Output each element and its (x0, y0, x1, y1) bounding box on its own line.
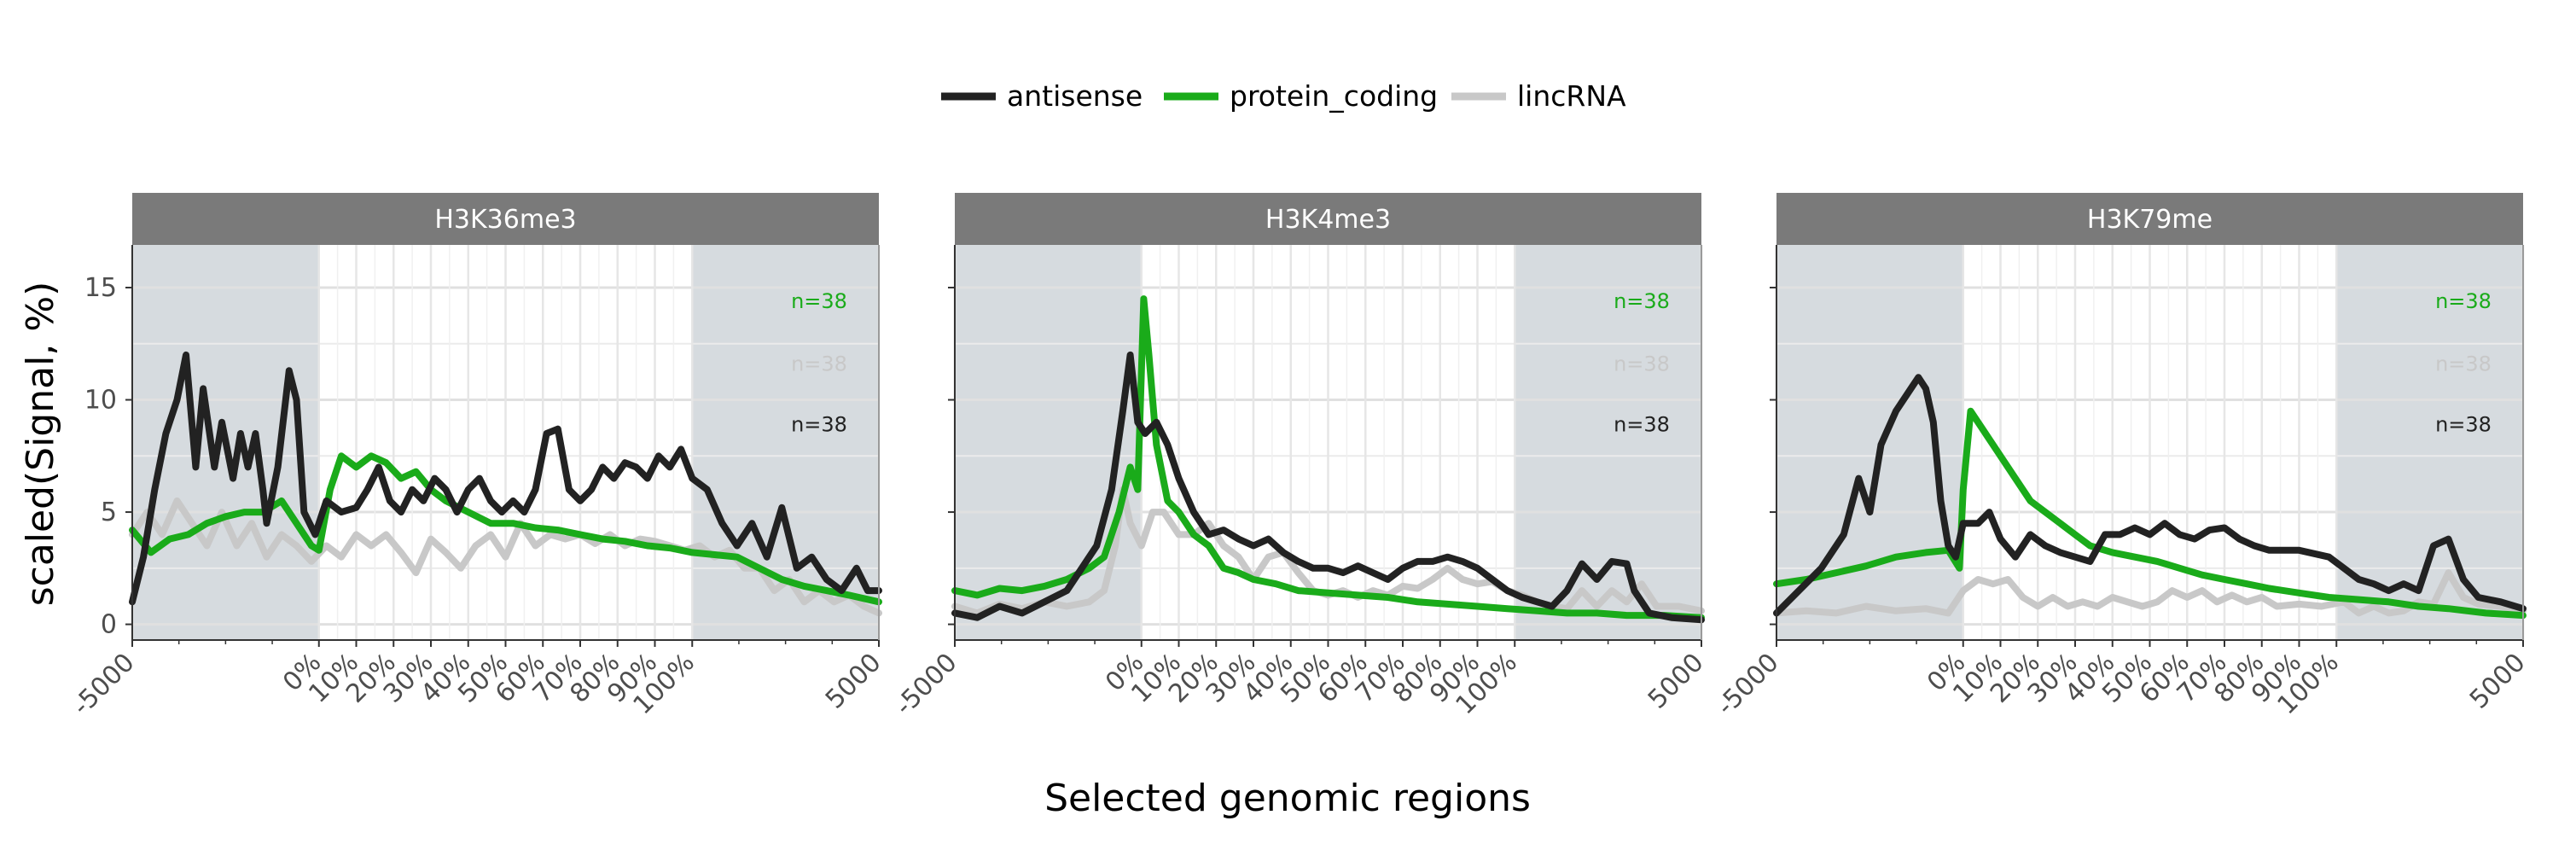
series-line-antisense (1773, 374, 2527, 617)
y-tick-label: 0 (101, 610, 117, 640)
legend-label-lincRNA: lincRNA (1517, 79, 1626, 113)
x-tick-label: 5000 (1643, 648, 1710, 715)
n-label-protein_coding: n=38 (2435, 289, 2492, 313)
legend-label-protein_coding: protein_coding (1230, 79, 1438, 113)
series-line-antisense (129, 351, 882, 606)
n-label-lincRNA: n=38 (2435, 352, 2492, 375)
downstream-shade (1515, 245, 1701, 640)
y-tick-label: 5 (101, 498, 117, 527)
x-tick-label: -5000 (1711, 648, 1784, 721)
downstream-shade (692, 245, 879, 640)
series-line-protein_coding (129, 452, 882, 606)
series-line-protein_coding (951, 295, 1705, 621)
x-axis-title: Selected genomic regions (1044, 777, 1531, 820)
y-axis-title: scaled(Signal, %) (19, 282, 62, 607)
facet-title: H3K36me3 (434, 205, 576, 235)
n-label-lincRNA: n=38 (1614, 352, 1670, 375)
legend-label-antisense: antisense (1007, 79, 1143, 113)
series-line-lincRNA (1773, 569, 2527, 617)
facet-strip (1776, 193, 2523, 245)
x-tick-label: 5000 (2464, 648, 2532, 715)
n-label-antisense: n=38 (1614, 412, 1670, 436)
y-tick-label: 15 (84, 273, 117, 303)
upstream-shade (955, 245, 1142, 640)
facet-title: H3K79me (2087, 205, 2213, 235)
n-label-protein_coding: n=38 (1614, 289, 1670, 313)
facet-strip (955, 193, 1701, 245)
n-label-antisense: n=38 (791, 412, 847, 436)
n-label-antisense: n=38 (2435, 412, 2492, 436)
legend: antisense protein_coding lincRNA (941, 79, 1626, 113)
x-tick-label: 5000 (820, 648, 887, 715)
series-line-antisense (951, 351, 1705, 624)
series-line-protein_coding (1773, 407, 2527, 620)
n-label-protein_coding: n=38 (791, 289, 847, 313)
facet-strip (132, 193, 879, 245)
x-tick-label: -5000 (67, 648, 140, 721)
downstream-shade (2336, 245, 2523, 640)
y-tick-label: 10 (84, 386, 117, 416)
n-label-lincRNA: n=38 (791, 352, 847, 375)
facet-title: H3K4me3 (1265, 205, 1391, 235)
x-tick-label: -5000 (889, 648, 962, 721)
